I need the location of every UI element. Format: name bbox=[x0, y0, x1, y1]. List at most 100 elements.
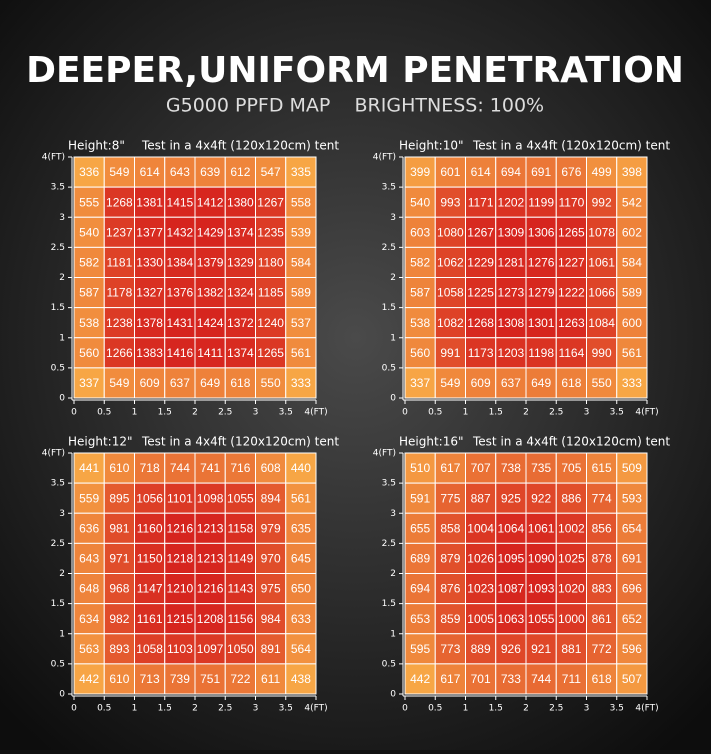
panel-title: Height:12" bbox=[68, 435, 133, 449]
heat-cell bbox=[434, 216, 466, 248]
cell-value: 1324 bbox=[227, 286, 254, 300]
x-tick-label: 3.5 bbox=[279, 408, 293, 418]
cell-value: 883 bbox=[592, 582, 612, 596]
heat-cell bbox=[465, 246, 497, 278]
cell-value: 560 bbox=[410, 346, 430, 360]
cell-value: 635 bbox=[291, 521, 311, 535]
heat-cell bbox=[73, 186, 105, 218]
heat-cell bbox=[285, 542, 317, 574]
heat-cell bbox=[164, 482, 196, 514]
cell-value: 617 bbox=[440, 672, 460, 686]
heat-cell bbox=[285, 573, 317, 605]
cell-value: 649 bbox=[531, 376, 551, 390]
cell-value: 1181 bbox=[106, 256, 132, 270]
heat-cell bbox=[465, 307, 497, 339]
cell-value: 602 bbox=[622, 225, 642, 239]
heat-cell bbox=[555, 216, 587, 248]
cell-value: 1379 bbox=[197, 256, 224, 270]
x-tick-label: 3 bbox=[253, 704, 259, 714]
heat-cell bbox=[555, 307, 587, 339]
cell-value: 878 bbox=[592, 552, 612, 566]
page-subtitle: G5000 PPFD MAP BRIGHTNESS: 100% bbox=[166, 95, 544, 117]
cell-value: 653 bbox=[410, 612, 430, 626]
heat-cell bbox=[495, 542, 527, 574]
heat-cell bbox=[525, 573, 557, 605]
cell-value: 610 bbox=[109, 672, 129, 686]
y-tick-label: 1.5 bbox=[382, 599, 396, 609]
heat-cell bbox=[255, 186, 287, 218]
cell-value: 1002 bbox=[558, 521, 585, 535]
heat-cell bbox=[525, 603, 557, 635]
cell-value: 1004 bbox=[467, 521, 494, 535]
y-tick-label: 0 bbox=[390, 690, 396, 700]
cell-value: 555 bbox=[79, 195, 99, 209]
heat-cell bbox=[285, 633, 317, 665]
cell-value: 1265 bbox=[257, 346, 284, 360]
cell-value: 1080 bbox=[437, 225, 464, 239]
cell-value: 1210 bbox=[167, 582, 194, 596]
heat-cell bbox=[555, 337, 587, 369]
panel-subtitle: Test in a 4x4ft (120x120cm) tent bbox=[472, 435, 670, 449]
cell-value: 1412 bbox=[197, 195, 224, 209]
cell-value: 738 bbox=[501, 461, 521, 475]
heat-cell bbox=[73, 216, 105, 248]
cell-value: 589 bbox=[291, 286, 311, 300]
heat-cell bbox=[555, 277, 587, 309]
cell-value: 549 bbox=[109, 165, 129, 179]
panel-subtitle: Test in a 4x4ft (120x120cm) tent bbox=[141, 435, 339, 449]
cell-value: 333 bbox=[291, 376, 311, 390]
cell-value: 718 bbox=[140, 461, 160, 475]
cell-value: 925 bbox=[501, 491, 521, 505]
y-tick-label: 3.5 bbox=[382, 183, 396, 193]
cell-value: 1374 bbox=[227, 225, 254, 239]
cell-value: 558 bbox=[291, 195, 311, 209]
heat-cell bbox=[194, 542, 226, 574]
cell-value: 649 bbox=[200, 376, 220, 390]
y-tick-label: 2 bbox=[59, 273, 65, 283]
cell-value: 618 bbox=[230, 376, 250, 390]
heat-cell bbox=[73, 633, 105, 665]
cell-value: 333 bbox=[622, 376, 642, 390]
cell-value: 582 bbox=[410, 256, 430, 270]
cell-value: 744 bbox=[170, 461, 190, 475]
cell-value: 1268 bbox=[106, 195, 133, 209]
heat-cell bbox=[103, 186, 135, 218]
cell-value: 1203 bbox=[498, 346, 525, 360]
cell-value: 741 bbox=[200, 461, 220, 475]
cell-value: 968 bbox=[109, 582, 129, 596]
cell-value: 1330 bbox=[136, 256, 163, 270]
heat-cell bbox=[103, 156, 135, 188]
heat-cell bbox=[285, 277, 317, 309]
heat-cell bbox=[134, 512, 166, 544]
heat-cell bbox=[194, 367, 226, 399]
y-tick-label: 3.5 bbox=[51, 183, 65, 193]
cell-value: 561 bbox=[291, 346, 311, 360]
cell-value: 1173 bbox=[468, 346, 494, 360]
cell-value: 1384 bbox=[167, 256, 194, 270]
x-tick-label: 1.5 bbox=[489, 704, 503, 714]
heat-cell bbox=[224, 337, 256, 369]
y-tick-label: 3 bbox=[390, 509, 396, 519]
cell-value: 1327 bbox=[136, 286, 163, 300]
y-tick-label: 4(FT) bbox=[42, 153, 65, 163]
y-tick-label: 0 bbox=[59, 690, 65, 700]
cell-value: 970 bbox=[261, 552, 281, 566]
heat-cell bbox=[616, 452, 648, 484]
y-tick-label: 0.5 bbox=[382, 363, 396, 373]
heat-cell bbox=[73, 156, 105, 188]
cell-value: 1281 bbox=[498, 256, 525, 270]
cell-value: 1143 bbox=[227, 582, 253, 596]
cell-value: 774 bbox=[592, 491, 612, 505]
heat-cell bbox=[224, 542, 256, 574]
cell-value: 751 bbox=[200, 672, 220, 686]
x-tick-label: 0 bbox=[402, 408, 408, 418]
x-tick-label: 4(FT) bbox=[635, 408, 658, 418]
cell-value: 881 bbox=[561, 642, 581, 656]
x-tick-label: 1 bbox=[463, 704, 469, 714]
cell-value: 1171 bbox=[468, 195, 494, 209]
x-tick-label: 0.5 bbox=[428, 704, 442, 714]
cell-value: 1090 bbox=[528, 552, 555, 566]
cell-value: 1429 bbox=[197, 225, 224, 239]
